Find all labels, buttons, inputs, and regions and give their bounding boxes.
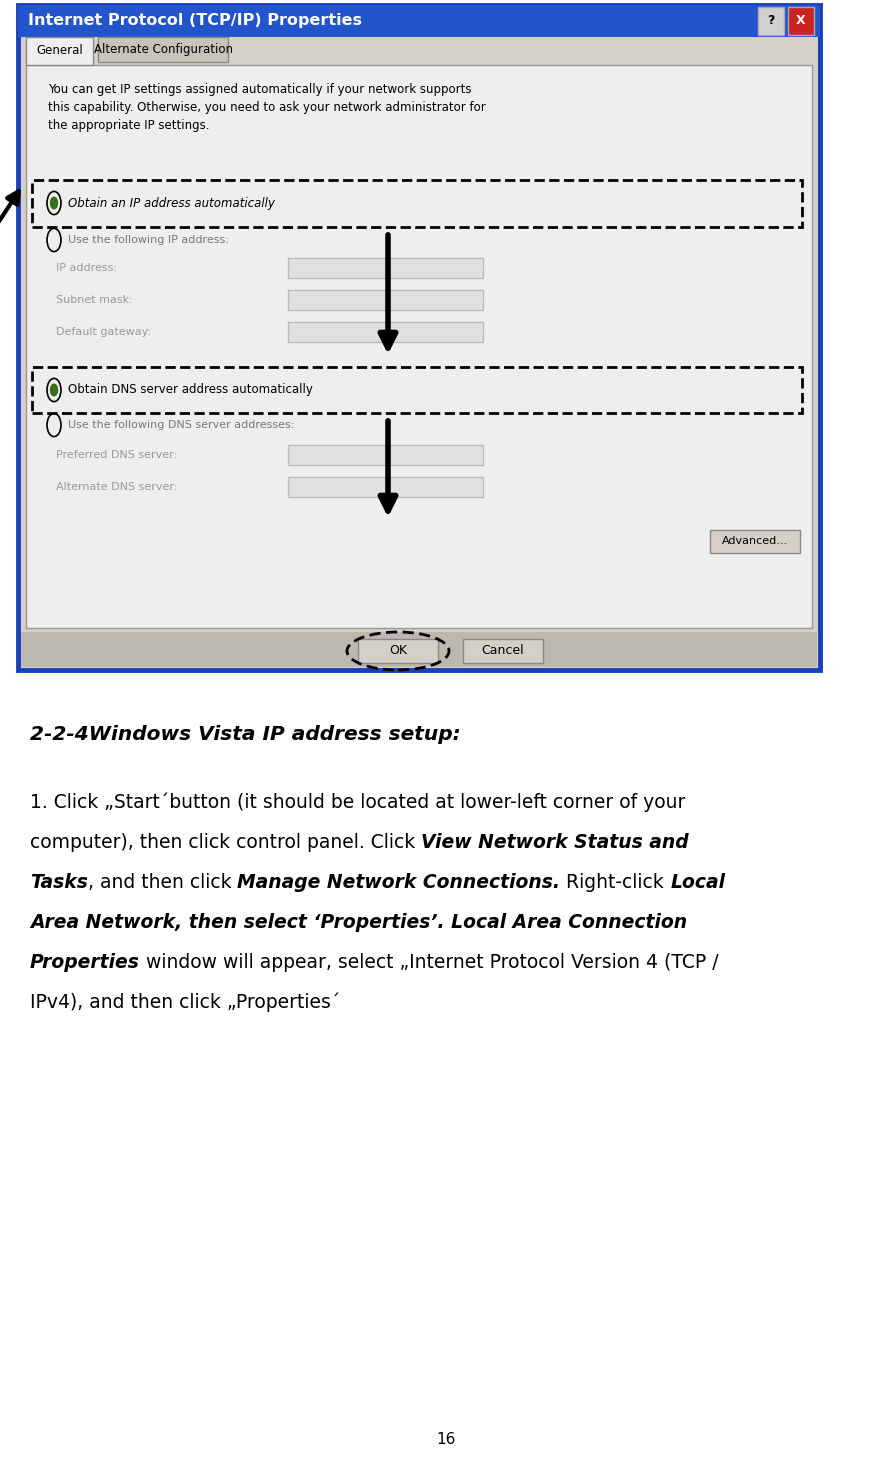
FancyBboxPatch shape [758, 7, 784, 35]
Text: Use the following IP address:: Use the following IP address: [68, 235, 229, 245]
Text: Advanced...: Advanced... [722, 536, 788, 546]
Text: Area Network, then select ‘Properties’. Local Area Connection: Area Network, then select ‘Properties’. … [30, 913, 687, 932]
FancyBboxPatch shape [463, 640, 543, 663]
Text: Alternate Configuration: Alternate Configuration [94, 43, 233, 56]
Text: Obtain an IP address automatically: Obtain an IP address automatically [68, 196, 275, 210]
Text: Cancel: Cancel [482, 644, 524, 657]
Text: Tasks: Tasks [30, 873, 88, 892]
Text: window will appear, select „Internet Protocol Version 4 (TCP /: window will appear, select „Internet Pro… [140, 953, 718, 972]
FancyBboxPatch shape [21, 632, 817, 668]
Text: Default gateway:: Default gateway: [56, 326, 151, 337]
Text: OK: OK [389, 644, 407, 657]
Text: 2-2-4Windows Vista IP address setup:: 2-2-4Windows Vista IP address setup: [30, 725, 460, 744]
FancyBboxPatch shape [788, 7, 814, 35]
Text: Obtain DNS server address automatically: Obtain DNS server address automatically [68, 384, 313, 396]
Text: Use the following DNS server addresses:: Use the following DNS server addresses: [68, 419, 294, 430]
Text: Local: Local [670, 873, 725, 892]
FancyBboxPatch shape [18, 4, 820, 671]
Text: General: General [36, 44, 83, 58]
Text: Manage Network Connections.: Manage Network Connections. [237, 873, 560, 892]
Text: , and then click: , and then click [88, 873, 237, 892]
FancyBboxPatch shape [288, 322, 483, 343]
FancyBboxPatch shape [26, 65, 812, 628]
Text: IP address:: IP address: [56, 263, 117, 273]
Text: X: X [797, 15, 805, 28]
Text: View Network Status and: View Network Status and [421, 833, 689, 852]
Text: Subnet mask:: Subnet mask: [56, 295, 133, 304]
FancyBboxPatch shape [288, 445, 483, 465]
Text: 1. Click „Startˊbutton (it should be located at lower-left corner of your: 1. Click „Startˊbutton (it should be loc… [30, 793, 685, 812]
Text: Right-click: Right-click [560, 873, 670, 892]
FancyBboxPatch shape [98, 37, 228, 62]
FancyBboxPatch shape [710, 530, 800, 552]
Circle shape [51, 198, 57, 208]
Text: You can get IP settings assigned automatically if your network supports
this cap: You can get IP settings assigned automat… [48, 83, 486, 131]
FancyBboxPatch shape [288, 477, 483, 496]
Text: Internet Protocol (TCP/IP) Properties: Internet Protocol (TCP/IP) Properties [28, 13, 362, 28]
Text: computer), then click control panel. Click: computer), then click control panel. Cli… [30, 833, 421, 852]
Text: Alternate DNS server:: Alternate DNS server: [56, 482, 178, 492]
FancyBboxPatch shape [358, 640, 438, 663]
FancyBboxPatch shape [26, 37, 93, 65]
Circle shape [51, 384, 57, 396]
FancyBboxPatch shape [18, 4, 820, 37]
Text: IPv4), and then click „Propertiesˊ: IPv4), and then click „Propertiesˊ [30, 993, 340, 1013]
Text: Preferred DNS server:: Preferred DNS server: [56, 450, 178, 459]
Text: ?: ? [767, 15, 774, 28]
Text: Properties: Properties [30, 953, 140, 972]
Text: 16: 16 [436, 1433, 456, 1447]
FancyBboxPatch shape [288, 289, 483, 310]
FancyBboxPatch shape [288, 258, 483, 278]
